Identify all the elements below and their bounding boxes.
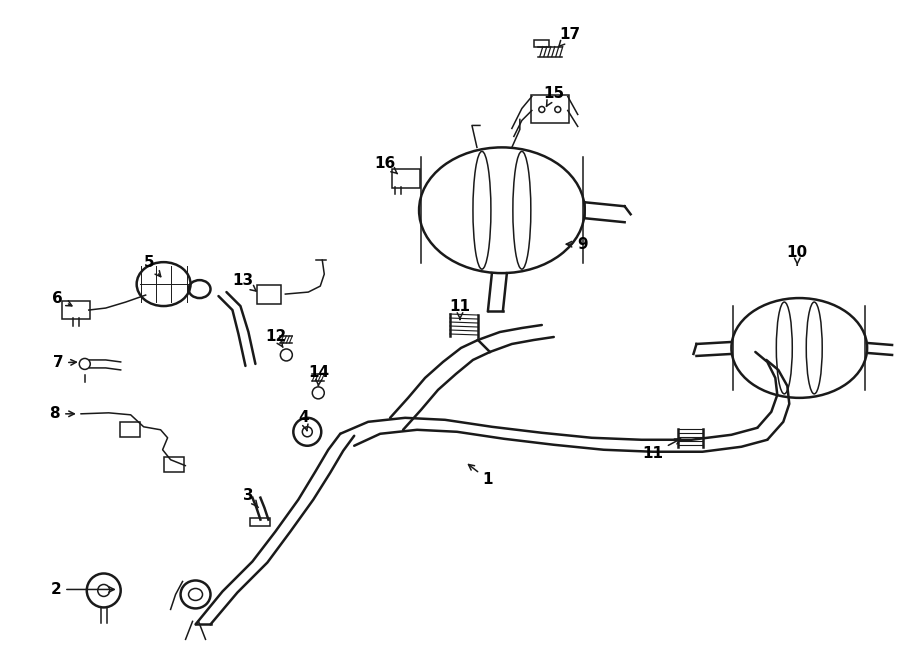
- Text: 9: 9: [566, 237, 588, 252]
- Text: 7: 7: [52, 355, 76, 371]
- Text: 16: 16: [374, 156, 398, 173]
- Text: 15: 15: [544, 86, 564, 107]
- Text: 14: 14: [309, 365, 329, 386]
- Text: 11: 11: [449, 299, 471, 319]
- Text: 1: 1: [469, 465, 493, 487]
- Text: 10: 10: [787, 245, 808, 265]
- Text: 12: 12: [266, 330, 287, 348]
- Text: 17: 17: [558, 27, 580, 47]
- Text: 2: 2: [50, 582, 114, 597]
- Text: 13: 13: [232, 273, 256, 291]
- Text: 11: 11: [642, 439, 680, 461]
- Text: 4: 4: [298, 410, 309, 431]
- Text: 8: 8: [50, 406, 75, 421]
- Text: 3: 3: [243, 488, 258, 508]
- Text: 5: 5: [143, 255, 161, 277]
- Text: 6: 6: [52, 291, 72, 306]
